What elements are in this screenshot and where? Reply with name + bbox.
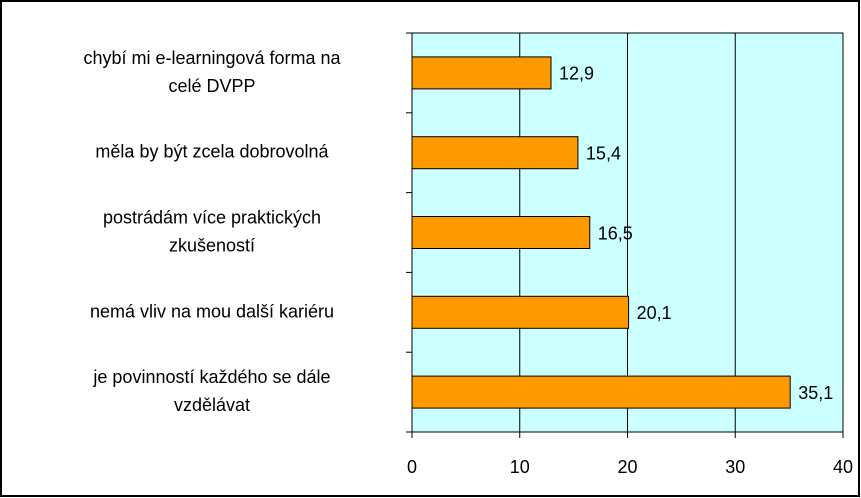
category-line: zkušeností <box>169 235 255 255</box>
category-label: měla by být zcela dobrovolná <box>95 141 329 161</box>
data-label: 20,1 <box>637 303 672 323</box>
category-label: postrádám více praktických zkušeností <box>103 207 321 255</box>
bar <box>411 295 630 329</box>
bar <box>411 216 591 249</box>
bar <box>411 56 552 90</box>
category-line: je povinností každého se dále <box>92 367 330 387</box>
category-line: celé DVPP <box>168 76 255 96</box>
data-label: 15,4 <box>586 143 621 163</box>
data-label: 12,9 <box>559 64 594 84</box>
category-line: vzdělávat <box>174 395 250 415</box>
x-tick-label: 40 <box>833 457 853 477</box>
category-line: postrádám více praktických <box>103 207 321 227</box>
data-label: 35,1 <box>798 383 833 403</box>
category-line: měla by být zcela dobrovolná <box>95 141 329 161</box>
x-tick-label: 30 <box>725 457 745 477</box>
category-label: chybí mi e-learningová forma na celé DVPP <box>83 48 341 96</box>
x-tick-label: 10 <box>510 457 530 477</box>
category-label: je povinností každého se dále vzdělávat <box>92 367 330 415</box>
x-tick-label: 20 <box>617 457 637 477</box>
x-tick-label: 0 <box>407 457 417 477</box>
category-line: nemá vliv na mou další kariéru <box>90 301 334 321</box>
bar <box>411 136 579 170</box>
category-line: chybí mi e-learningová forma na <box>83 48 341 68</box>
category-label: nemá vliv na mou další kariéru <box>90 301 334 321</box>
data-label: 16,5 <box>598 223 633 243</box>
bar <box>411 375 791 409</box>
